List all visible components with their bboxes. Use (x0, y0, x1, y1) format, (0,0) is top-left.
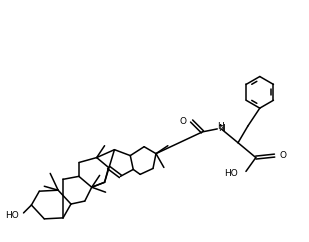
Text: HO: HO (224, 169, 238, 178)
Text: H: H (217, 122, 224, 131)
Text: N: N (218, 124, 225, 133)
Text: HO: HO (5, 212, 19, 220)
Text: O: O (180, 117, 187, 127)
Text: O: O (280, 151, 286, 160)
